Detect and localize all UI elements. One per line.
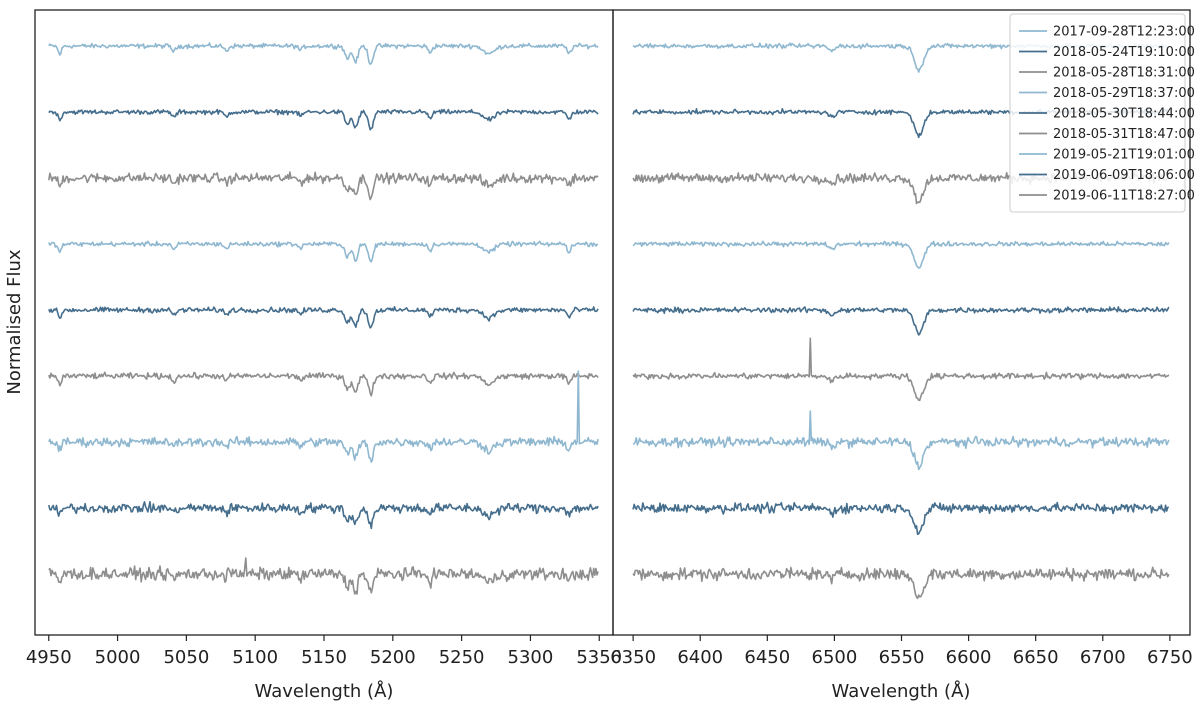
legend-label: 2018-05-28T18:31:00 xyxy=(1053,66,1195,81)
series-line-left-5 xyxy=(48,371,599,397)
legend-label: 2018-05-30T18:44:00 xyxy=(1053,107,1195,122)
x-tick-label: 5150 xyxy=(301,647,347,668)
legend-label: 2019-06-11T18:27:00 xyxy=(1053,189,1195,204)
series-line-right-8 xyxy=(632,566,1170,600)
x-tick-label: 5350 xyxy=(576,647,622,668)
x-tick-label: 6450 xyxy=(744,647,790,668)
y-axis-label: Normalised Flux xyxy=(4,249,25,394)
series-line-right-4 xyxy=(632,306,1170,336)
left-panel-frame xyxy=(34,9,614,636)
series-line-left-8 xyxy=(48,557,599,595)
x-tick-label: 6350 xyxy=(610,647,656,668)
legend-box xyxy=(1009,13,1186,213)
series-line-left-2 xyxy=(48,171,599,201)
x-axis-label-right: Wavelength (Å) xyxy=(832,680,971,702)
x-tick-label: 5100 xyxy=(232,647,278,668)
legend-label: 2018-05-31T18:47:00 xyxy=(1053,127,1195,142)
left-x-ticks: 4950 5000 5050 5100 5150 5200 5250 5300 5350 xyxy=(26,635,622,668)
legend-label: 2017-09-28T12:23:00 xyxy=(1053,25,1195,40)
x-tick-label: 6650 xyxy=(1013,647,1059,668)
x-tick-label: 6600 xyxy=(946,647,992,668)
x-tick-label: 6700 xyxy=(1080,647,1126,668)
legend: 2017-09-28T12:23:00 2018-05-24T19:10:00 20… xyxy=(1009,13,1195,213)
x-tick-label: 6750 xyxy=(1147,647,1193,668)
legend-label: 2019-06-09T18:06:00 xyxy=(1053,168,1195,183)
x-tick-label: 6400 xyxy=(677,647,723,668)
x-tick-label: 4950 xyxy=(26,647,72,668)
right-x-ticks: 6350 6400 6450 6500 6550 6600 6650 6700 6750 xyxy=(610,635,1193,668)
x-tick-label: 5200 xyxy=(370,647,416,668)
legend-label: 2019-05-21T19:01:00 xyxy=(1053,148,1195,163)
series-line-left-0 xyxy=(48,42,599,65)
legend-label: 2018-05-29T18:37:00 xyxy=(1053,86,1195,101)
series-line-left-4 xyxy=(48,306,599,329)
series-line-left-1 xyxy=(48,108,599,131)
series-line-left-7 xyxy=(48,501,599,530)
series-line-right-7 xyxy=(632,501,1169,536)
x-tick-label: 6550 xyxy=(879,647,925,668)
x-tick-label: 5000 xyxy=(95,647,141,668)
x-tick-label: 5050 xyxy=(163,647,209,668)
left-panel: 4950 5000 5050 5100 5150 5200 5250 5300 5350 xyxy=(26,9,622,668)
series-line-left-6 xyxy=(48,370,599,463)
x-axis-label-left: Wavelength (Å) xyxy=(255,680,394,702)
left-series-group xyxy=(48,42,599,595)
series-line-right-5 xyxy=(632,337,1170,402)
series-line-right-6 xyxy=(632,410,1170,471)
series-line-right-3 xyxy=(632,240,1170,269)
series-line-left-3 xyxy=(48,240,599,263)
x-tick-label: 6500 xyxy=(812,647,858,668)
x-tick-label: 5300 xyxy=(508,647,554,668)
legend-label: 2018-05-24T19:10:00 xyxy=(1053,45,1195,60)
x-tick-label: 5250 xyxy=(439,647,485,668)
